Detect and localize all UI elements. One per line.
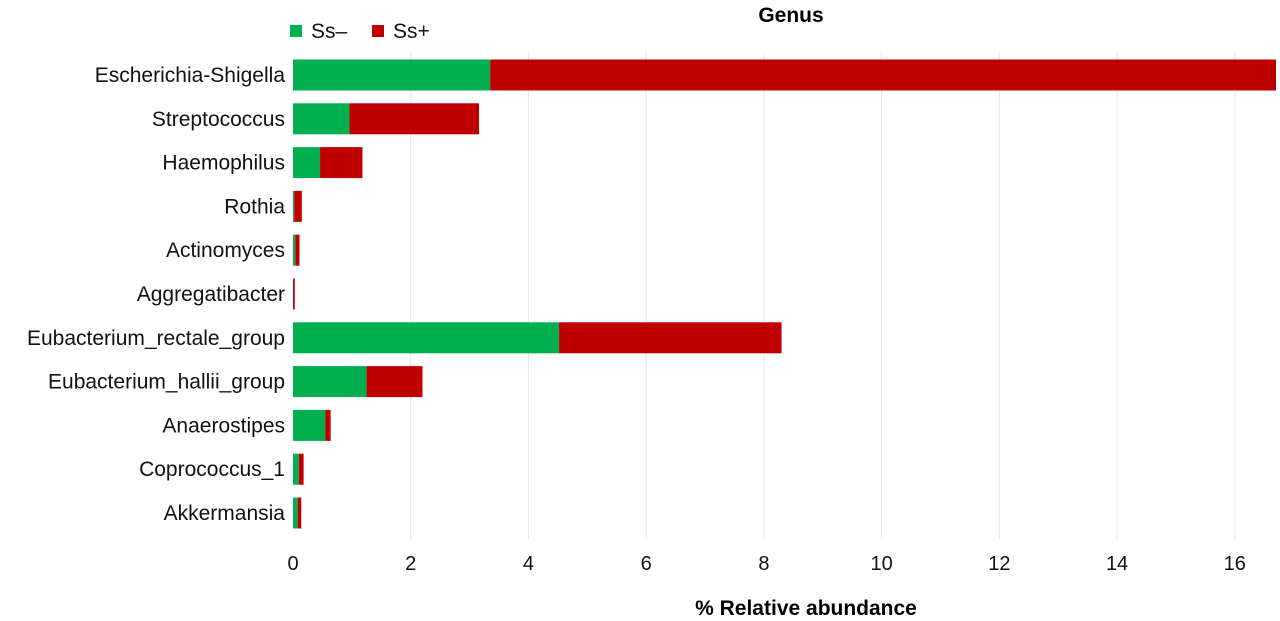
bar-anaerostipes-ssminus [293,409,326,441]
bar-eubacterium-hallii-group-ssplus [366,366,423,398]
x-tick-label: 2 [405,553,416,575]
category-label: Akkermansia [164,502,286,525]
x-tick-label: 0 [287,553,298,575]
x-tick-label: 14 [1106,553,1128,575]
bar-escherichia-shigella-ssplus [490,59,1277,91]
x-tick-labels: 0 2 4 6 8 10 12 14 16 [287,553,1245,575]
bar-rothia-ssplus [294,190,302,222]
category-label: Coprococcus_1 [139,458,285,481]
category-label: Actinomyces [166,239,285,262]
bar-anaerostipes-ssplus [325,409,331,441]
bars [293,59,1277,529]
bar-coprococcus-1-ssplus [298,453,304,485]
bar-coprococcus-1-ssminus [293,453,299,485]
legend-label-ss-plus: Ss+ [393,20,430,43]
x-tick-label: 4 [523,553,534,575]
bar-eubacterium-rectale-group-ssminus [293,322,560,354]
bar-actinomyces-ssplus [295,234,300,266]
bar-eubacterium-rectale-group-ssplus [559,322,782,354]
legend: Ss– Ss+ [290,20,430,43]
legend-label-ss-minus: Ss– [311,20,348,43]
category-labels: Escherichia-Shigella Streptococcus Haemoph… [27,64,285,525]
bar-akkermansia-ssminus [293,497,298,529]
legend-swatch-ss-minus [290,25,302,37]
category-label: Rothia [224,195,285,218]
category-label: Streptococcus [152,108,285,131]
bar-escherichia-shigella-ssminus [293,59,491,91]
category-label: Anaerostipes [162,414,285,437]
bar-akkermansia-ssplus [297,497,302,529]
bar-eubacterium-hallii-group-ssminus [293,366,367,398]
bar-actinomyces-ssminus [293,234,296,266]
x-tick-label: 8 [758,553,769,575]
bar-streptococcus-ssplus [349,103,480,135]
x-tick-label: 6 [641,553,652,575]
category-label: Escherichia-Shigella [95,64,286,87]
x-tick-label: 16 [1224,553,1246,575]
chart-title: Genus [758,4,823,27]
bar-rothia-ssminus [293,190,295,222]
x-tick-label: 10 [870,553,892,575]
category-label: Eubacterium_rectale_group [27,327,285,350]
category-label: Haemophilus [162,152,285,175]
bar-streptococcus-ssminus [293,103,350,135]
legend-swatch-ss-plus [372,25,384,37]
bar-haemophilus-ssplus [320,147,363,179]
bar-aggregatibacter-ssplus [293,278,295,310]
category-label: Eubacterium_hallii_group [48,371,285,394]
x-axis-label: % Relative abundance [695,597,917,620]
category-label: Aggregatibacter [137,283,285,306]
grid-lines [410,51,1236,539]
bar-haemophilus-ssminus [293,147,321,179]
x-tick-label: 12 [988,553,1010,575]
